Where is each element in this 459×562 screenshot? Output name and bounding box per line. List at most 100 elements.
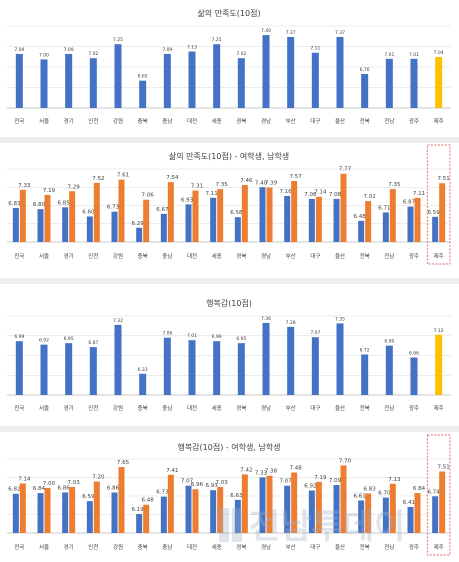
data-label: 7.07 <box>310 330 320 336</box>
category-label: 충북 <box>138 117 148 125</box>
data-label: 7.01 <box>409 52 419 58</box>
data-label: 7.35 <box>335 316 345 322</box>
data-label: 7.09 <box>14 47 24 53</box>
bar <box>213 341 220 395</box>
data-label: 7.51 <box>438 176 450 182</box>
bar-male <box>143 200 149 242</box>
data-label: 7.37 <box>335 30 345 36</box>
bar <box>238 343 245 395</box>
bar-male <box>415 198 421 242</box>
data-label: 7.40 <box>261 28 271 34</box>
data-label: 7.01 <box>187 333 197 339</box>
bar-male <box>168 475 174 533</box>
category-label: 대전 <box>187 404 197 412</box>
data-label: 6.70 <box>378 491 391 497</box>
watermark-logo: 전남투데이 <box>215 498 455 550</box>
bar-female <box>309 199 315 242</box>
data-label: 6.86 <box>107 485 120 491</box>
category-label: 경기 <box>64 117 74 125</box>
category-label: 경북 <box>236 405 246 412</box>
newspaper-logo-icon <box>219 508 242 542</box>
bar <box>337 37 344 108</box>
data-label: 7.02 <box>88 51 98 57</box>
data-label: 6.87 <box>88 340 98 346</box>
bar-male <box>217 189 223 242</box>
data-label: 7.11 <box>310 46 320 52</box>
category-label: 서울 <box>39 543 49 551</box>
data-label: 7.38 <box>265 469 278 475</box>
bar <box>337 323 344 395</box>
data-label: 7.06 <box>162 331 172 337</box>
category-label: 충북 <box>138 543 148 551</box>
category-label: 서울 <box>39 404 49 412</box>
data-label: 6.99 <box>14 334 24 340</box>
data-label: 6.80 <box>33 202 46 208</box>
bar <box>164 54 171 108</box>
data-label: 6.19 <box>132 507 145 513</box>
category-label: 경북 <box>236 253 246 260</box>
data-label: 6.59 <box>82 494 95 500</box>
data-label: 6.76 <box>360 67 370 73</box>
data-label: 6.93 <box>181 197 194 203</box>
bar-female <box>383 212 389 242</box>
category-label: 세종 <box>212 252 222 260</box>
data-label: 7.52 <box>92 176 104 182</box>
category-label: 강원 <box>113 404 123 412</box>
bar-female <box>161 214 167 242</box>
bar-male <box>45 195 51 242</box>
chart-life-satisfaction: 삶의 만족도(10점)전국7.09서울7.00경기7.09인천7.02강원7.2… <box>0 0 459 136</box>
data-label: 7.61 <box>117 173 129 179</box>
chart-panel-life-satisfaction-gender: 삶의 만족도(10점) - 여학생, 남학생 전국 6.83 7.33 서울 6.80 7.… <box>0 143 459 275</box>
category-label: 제주 <box>434 117 444 125</box>
data-label: 6.74 <box>428 489 441 495</box>
bar-female <box>62 207 68 242</box>
bar-female <box>186 486 192 533</box>
bar <box>312 53 319 108</box>
data-label: 7.07 <box>280 479 293 485</box>
bar <box>386 346 393 395</box>
data-label: 6.96 <box>191 482 204 488</box>
bar-female <box>136 228 142 242</box>
category-label: 인천 <box>88 252 98 260</box>
category-label: 경북 <box>236 118 246 125</box>
chart-title: 행복감(10점) - 여학생, 남학생 <box>177 442 280 452</box>
bar <box>65 54 72 108</box>
category-label: 울산 <box>335 404 345 412</box>
bar <box>139 81 146 108</box>
category-label: 인천 <box>88 117 98 125</box>
data-label: 7.11 <box>413 191 425 197</box>
category-label: 전남 <box>384 404 394 412</box>
bar <box>411 59 418 108</box>
bar-female <box>432 217 438 242</box>
data-label: 6.72 <box>360 348 370 354</box>
category-label: 전국 <box>14 543 24 551</box>
data-label: 6.60 <box>82 209 95 215</box>
category-label: 전북 <box>360 252 370 260</box>
data-label: 7.19 <box>43 188 56 194</box>
chart-title: 삶의 만족도(10점) <box>197 8 260 18</box>
bar <box>312 337 319 395</box>
data-label: 7.11 <box>206 191 218 197</box>
bar <box>65 343 72 395</box>
category-label: 전국 <box>14 117 24 125</box>
bar <box>287 327 294 395</box>
category-label: 제주 <box>434 252 444 260</box>
bar-female <box>334 199 340 242</box>
data-label: 6.84 <box>413 486 426 492</box>
bar-female <box>13 494 19 533</box>
bar <box>435 335 442 395</box>
bar <box>16 341 23 395</box>
bar <box>139 374 146 395</box>
chart-happiness: 행복감(10점) 전국 6.99 서울 6.92 경기 6.95 인천 6.87 강원 7.32 충북… <box>0 288 459 424</box>
data-label: 7.01 <box>384 52 394 58</box>
data-label: 7.03 <box>216 480 229 486</box>
bar-male <box>365 201 371 242</box>
bar <box>90 347 97 395</box>
data-label: 7.37 <box>286 30 296 36</box>
bar-female <box>62 492 68 533</box>
data-label: 7.06 <box>142 193 155 199</box>
data-label: 7.02 <box>236 51 246 57</box>
category-label: 경남 <box>261 117 271 125</box>
data-label: 7.48 <box>290 466 303 472</box>
data-label: 7.65 <box>117 460 130 466</box>
